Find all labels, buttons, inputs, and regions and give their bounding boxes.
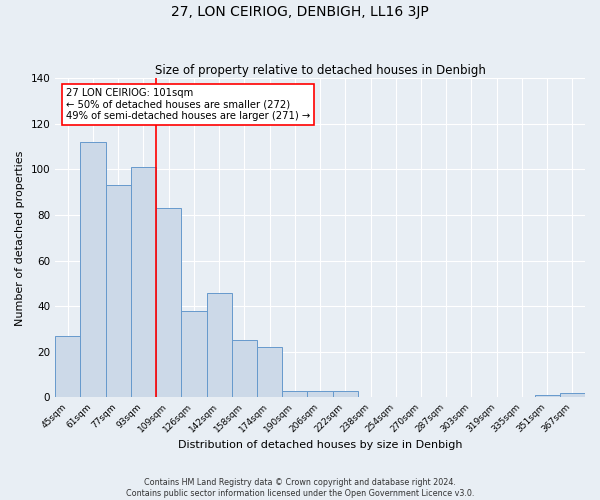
Bar bbox=[80, 142, 106, 398]
Bar bbox=[307, 390, 332, 398]
Text: 27 LON CEIRIOG: 101sqm
← 50% of detached houses are smaller (272)
49% of semi-de: 27 LON CEIRIOG: 101sqm ← 50% of detached… bbox=[66, 88, 310, 121]
Y-axis label: Number of detached properties: Number of detached properties bbox=[15, 150, 25, 326]
Bar bbox=[535, 395, 560, 398]
Bar bbox=[560, 393, 585, 398]
Bar bbox=[131, 167, 156, 398]
Title: Size of property relative to detached houses in Denbigh: Size of property relative to detached ho… bbox=[155, 64, 485, 77]
Bar bbox=[232, 340, 257, 398]
Bar bbox=[156, 208, 181, 398]
Bar bbox=[282, 390, 307, 398]
Bar bbox=[106, 186, 131, 398]
Bar bbox=[332, 390, 358, 398]
Bar bbox=[206, 292, 232, 398]
Bar bbox=[257, 348, 282, 398]
Text: Contains HM Land Registry data © Crown copyright and database right 2024.
Contai: Contains HM Land Registry data © Crown c… bbox=[126, 478, 474, 498]
X-axis label: Distribution of detached houses by size in Denbigh: Distribution of detached houses by size … bbox=[178, 440, 463, 450]
Bar bbox=[55, 336, 80, 398]
Text: 27, LON CEIRIOG, DENBIGH, LL16 3JP: 27, LON CEIRIOG, DENBIGH, LL16 3JP bbox=[171, 5, 429, 19]
Bar bbox=[181, 311, 206, 398]
